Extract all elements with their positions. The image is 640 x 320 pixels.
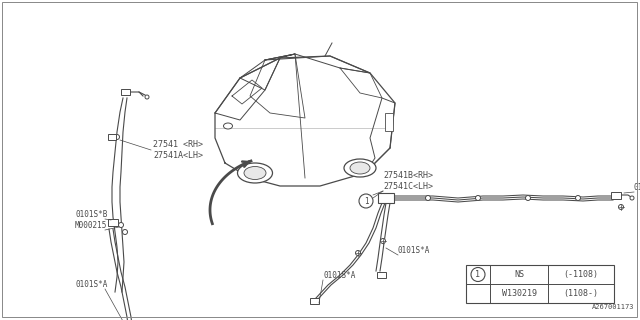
Bar: [385, 113, 393, 131]
Bar: [378, 193, 394, 203]
Circle shape: [525, 196, 531, 201]
Circle shape: [359, 194, 373, 208]
Circle shape: [426, 196, 431, 201]
Circle shape: [575, 196, 580, 201]
Text: 27541A<LH>: 27541A<LH>: [153, 151, 203, 160]
Bar: [120, 89, 129, 95]
Bar: [310, 298, 319, 304]
Circle shape: [630, 196, 634, 200]
Ellipse shape: [344, 159, 376, 177]
Circle shape: [381, 238, 385, 244]
Bar: [376, 272, 385, 278]
Bar: [466, 265, 614, 303]
Text: (-1108): (-1108): [563, 270, 598, 279]
Text: (1108-): (1108-): [563, 289, 598, 298]
Text: 27541 <RH>: 27541 <RH>: [153, 140, 203, 149]
Ellipse shape: [223, 123, 232, 129]
Text: M000215: M000215: [75, 221, 108, 230]
Circle shape: [618, 204, 623, 210]
Circle shape: [122, 229, 127, 235]
Circle shape: [145, 95, 149, 99]
Text: 0101S*B: 0101S*B: [75, 210, 108, 219]
Bar: [611, 191, 621, 198]
Text: 0101S*A: 0101S*A: [75, 280, 108, 289]
Ellipse shape: [237, 163, 273, 183]
Text: 27541C<LH>: 27541C<LH>: [383, 182, 433, 191]
Circle shape: [118, 222, 124, 228]
Text: W130219: W130219: [502, 289, 536, 298]
Circle shape: [115, 134, 120, 140]
Ellipse shape: [244, 166, 266, 180]
Text: NS: NS: [514, 270, 524, 279]
Text: 1: 1: [364, 196, 368, 205]
Circle shape: [471, 268, 485, 282]
Circle shape: [476, 196, 481, 201]
Circle shape: [355, 251, 360, 255]
Text: 0101S*A: 0101S*A: [398, 246, 430, 255]
Bar: [108, 219, 118, 226]
Text: 0101S*A: 0101S*A: [323, 271, 355, 280]
Text: 1: 1: [476, 270, 481, 279]
Ellipse shape: [350, 162, 370, 174]
Bar: [108, 134, 116, 140]
Text: 0101S*A: 0101S*A: [634, 183, 640, 192]
Text: 27541B<RH>: 27541B<RH>: [383, 171, 433, 180]
Text: A267001173: A267001173: [591, 304, 634, 310]
